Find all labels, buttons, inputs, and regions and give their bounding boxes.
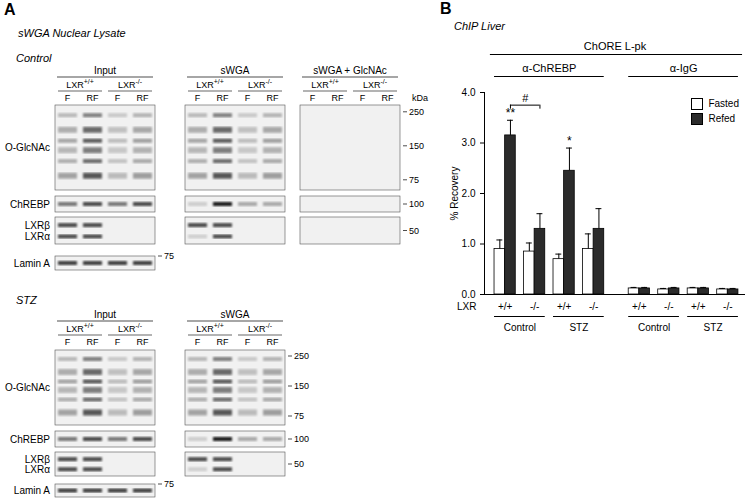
svg-text:150: 150: [294, 381, 309, 391]
svg-text:% Recovery: % Recovery: [449, 167, 460, 221]
svg-text:-/-: -/-: [664, 301, 673, 312]
svg-text:50: 50: [409, 226, 419, 236]
svg-text:75: 75: [409, 175, 419, 185]
html-text:Refed: Refed: [708, 113, 736, 124]
svg-text:A: A: [4, 1, 16, 18]
svg-text:F: F: [115, 93, 121, 103]
svg-text:α-ChREBP: α-ChREBP: [522, 62, 576, 74]
svg-text:1.0: 1.0: [462, 238, 476, 249]
html-text:Fasted: Fasted: [708, 98, 739, 109]
svg-text:F: F: [245, 93, 251, 103]
svg-text:LXR-/-: LXR-/-: [248, 322, 273, 334]
svg-text:LXRα: LXRα: [25, 464, 50, 475]
svg-text:75: 75: [294, 411, 304, 421]
svg-text:250: 250: [409, 107, 424, 117]
svg-text:RF: RF: [267, 337, 279, 347]
svg-text:RF: RF: [332, 93, 344, 103]
svg-text:STZ: STZ: [569, 322, 588, 333]
svg-text:RF: RF: [267, 93, 279, 103]
svg-text:Lamin A: Lamin A: [14, 258, 50, 269]
html-text:B: B: [440, 0, 452, 17]
svg-text:Control: Control: [504, 322, 536, 333]
svg-text:#: #: [522, 92, 529, 104]
svg-text:150: 150: [409, 141, 424, 151]
svg-text:LXRα: LXRα: [25, 231, 50, 242]
svg-text:LXR+/+: LXR+/+: [66, 78, 94, 90]
svg-text:LXR: LXR: [457, 301, 476, 312]
svg-text:RF: RF: [217, 337, 229, 347]
svg-text:250: 250: [294, 351, 309, 361]
svg-text:sWGA: sWGA: [221, 309, 250, 320]
svg-text:100: 100: [294, 434, 309, 444]
svg-text:3.0: 3.0: [462, 137, 476, 148]
svg-text:LXRβ: LXRβ: [24, 453, 50, 465]
svg-text:LXR-/-: LXR-/-: [118, 322, 143, 334]
svg-text:sWGA Nuclear Lysate: sWGA Nuclear Lysate: [18, 27, 126, 39]
svg-text:+/+: +/+: [691, 301, 706, 312]
svg-text:+/+: +/+: [498, 301, 513, 312]
svg-text:+/+: +/+: [632, 301, 647, 312]
svg-text:RF: RF: [137, 93, 149, 103]
svg-text:α-IgG: α-IgG: [670, 62, 698, 74]
svg-text:RF: RF: [87, 337, 99, 347]
svg-text:Lamin A: Lamin A: [14, 485, 50, 496]
svg-text:-/-: -/-: [723, 301, 732, 312]
svg-text:Control: Control: [638, 322, 670, 333]
svg-text:50: 50: [294, 459, 304, 469]
svg-text:ChREBP: ChREBP: [10, 434, 50, 445]
svg-text:F: F: [195, 93, 201, 103]
svg-text:RF: RF: [382, 93, 394, 103]
svg-text:-/-: -/-: [589, 301, 598, 312]
svg-text:+/+: +/+: [557, 301, 572, 312]
svg-text:LXR+/+: LXR+/+: [196, 322, 224, 334]
svg-text:75: 75: [164, 479, 174, 489]
svg-text:RF: RF: [137, 337, 149, 347]
svg-text:F: F: [310, 93, 316, 103]
svg-text:-/-: -/-: [530, 301, 539, 312]
svg-text:Control: Control: [16, 52, 52, 64]
svg-text:LXR+/+: LXR+/+: [196, 78, 224, 90]
svg-text:O-GlcNAc: O-GlcNAc: [5, 382, 50, 393]
svg-text:LXR-/-: LXR-/-: [248, 78, 273, 90]
svg-text:F: F: [65, 337, 71, 347]
svg-text:STZ: STZ: [16, 294, 38, 306]
svg-text:Input: Input: [94, 65, 116, 76]
svg-text:kDa: kDa: [412, 93, 428, 103]
svg-text:F: F: [360, 93, 366, 103]
svg-text:ChORE L-pk: ChORE L-pk: [584, 40, 647, 52]
svg-text:F: F: [115, 337, 121, 347]
svg-text:LXRβ: LXRβ: [25, 220, 50, 231]
svg-text:sWGA: sWGA: [221, 65, 250, 76]
svg-text:LXR+/+: LXR+/+: [311, 78, 339, 90]
svg-text:2.0: 2.0: [462, 188, 476, 199]
svg-text:RF: RF: [217, 93, 229, 103]
svg-text:STZ: STZ: [704, 322, 723, 333]
svg-text:Input: Input: [94, 309, 116, 320]
svg-text:75: 75: [164, 251, 174, 261]
svg-text:LXR+/+: LXR+/+: [66, 322, 94, 334]
svg-text:F: F: [65, 93, 71, 103]
svg-text:100: 100: [409, 199, 424, 209]
svg-text:O-GlcNAc: O-GlcNAc: [5, 142, 50, 153]
svg-text:ChREBP: ChREBP: [10, 199, 50, 210]
svg-text:F: F: [195, 337, 201, 347]
svg-text:sWGA + GlcNAc: sWGA + GlcNAc: [313, 65, 387, 76]
svg-text:0.0: 0.0: [462, 289, 476, 300]
svg-text:*: *: [567, 134, 572, 148]
svg-text:4.0: 4.0: [462, 87, 476, 98]
svg-text:RF: RF: [87, 93, 99, 103]
svg-text:F: F: [245, 337, 251, 347]
html-text:ChIP Liver: ChIP Liver: [454, 20, 505, 32]
svg-text:LXR-/-: LXR-/-: [118, 78, 143, 90]
svg-text:LXR-/-: LXR-/-: [363, 78, 388, 90]
